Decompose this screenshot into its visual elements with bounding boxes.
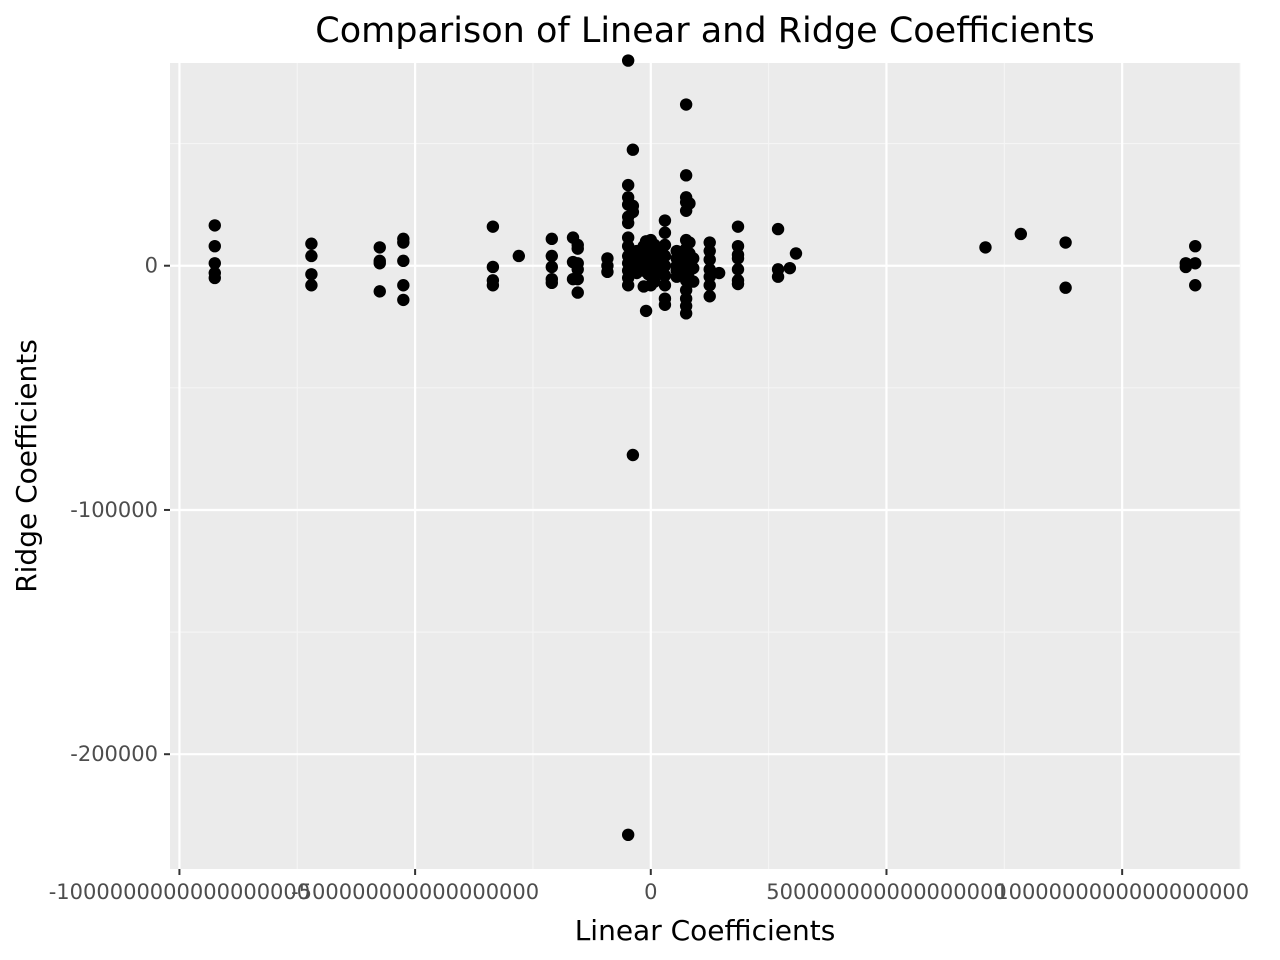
data-point [771, 270, 785, 283]
data-point [373, 257, 386, 270]
data-point [397, 279, 410, 292]
major-gridlines [170, 63, 1240, 869]
data-point [397, 254, 410, 268]
x-tick-label: 500000000000000000 [766, 880, 1007, 904]
data-point [679, 307, 693, 320]
data-point [979, 241, 992, 254]
data-point [679, 169, 693, 182]
data-point [486, 260, 500, 274]
data-point [658, 269, 672, 282]
data-point [621, 178, 635, 192]
data-point [683, 236, 696, 249]
data-point [703, 244, 716, 258]
data-point [1014, 227, 1028, 241]
data-point [679, 98, 693, 111]
x-tick-label: 0 [644, 880, 657, 904]
data-point [621, 231, 635, 244]
data-point [1059, 281, 1072, 294]
data-point [687, 275, 700, 288]
data-point [731, 252, 745, 265]
data-point [658, 249, 672, 263]
data-point [486, 220, 500, 233]
data-point [601, 265, 614, 279]
data-point [703, 236, 716, 249]
y-axis-ticks: -200000 -100000 0 [70, 254, 170, 766]
data-point [658, 226, 672, 239]
data-point [571, 272, 584, 286]
data-point [305, 249, 318, 263]
data-point [208, 271, 221, 285]
data-point [731, 239, 745, 253]
data-point [545, 249, 559, 263]
data-point [621, 216, 635, 230]
data-point [731, 220, 745, 233]
data-point [305, 279, 318, 292]
data-point [1059, 236, 1072, 249]
data-point [512, 249, 526, 263]
data-point [571, 263, 584, 276]
y-tick-label: -200000 [70, 742, 158, 766]
data-point [670, 270, 683, 283]
data-point [621, 54, 635, 67]
chart-title: Comparison of Linear and Ridge Coefficie… [315, 11, 1094, 51]
data-point [373, 241, 386, 254]
data-point [687, 252, 700, 265]
data-point [571, 242, 584, 255]
data-point [679, 283, 693, 297]
data-point [571, 286, 584, 299]
data-points [208, 54, 1202, 842]
data-point [621, 828, 635, 842]
data-point [712, 266, 726, 280]
plot-panel [170, 63, 1240, 869]
data-point [545, 260, 559, 274]
x-tick-label: 1000000000000000000 [995, 880, 1249, 904]
data-point [658, 279, 672, 292]
y-axis-label: Ridge Coefficients [10, 339, 43, 593]
data-point [771, 222, 785, 236]
data-point [683, 197, 696, 210]
data-point [545, 232, 559, 246]
data-point [1189, 239, 1202, 253]
data-point [545, 276, 559, 290]
data-point [658, 214, 672, 227]
data-point [703, 253, 716, 266]
minor-gridlines [170, 63, 1241, 869]
y-tick-label: 0 [145, 254, 158, 278]
x-axis-label: Linear Coefficients [575, 914, 836, 947]
x-axis-ticks: -1000000000000000000-500000000000000000 0… [49, 869, 1249, 904]
data-point [703, 279, 716, 292]
data-point [658, 298, 672, 311]
data-point [305, 237, 318, 250]
data-point [208, 257, 221, 270]
y-tick-label: -100000 [70, 498, 158, 522]
data-point [703, 290, 716, 303]
data-point [1189, 279, 1202, 292]
x-tick-label: -1000000000000000000 [49, 880, 310, 904]
data-point [208, 239, 221, 253]
data-point [1189, 257, 1202, 270]
x-tick-label: -500000000000000000 [291, 880, 539, 904]
data-point [648, 275, 661, 288]
data-point [783, 261, 797, 275]
data-point [658, 238, 672, 252]
data-point [731, 263, 745, 276]
data-point [731, 277, 745, 291]
data-point [486, 279, 500, 292]
data-point [373, 285, 386, 298]
data-point [626, 143, 640, 156]
data-point [305, 268, 318, 281]
data-point [789, 247, 803, 260]
data-point [703, 270, 716, 283]
data-point [626, 205, 640, 219]
data-point [687, 261, 700, 275]
data-point [639, 304, 653, 318]
data-point [621, 279, 635, 292]
data-point [397, 293, 410, 307]
data-point [397, 236, 410, 249]
data-point [658, 259, 672, 272]
data-point [626, 448, 640, 462]
data-point [208, 219, 221, 232]
data-point [1179, 260, 1192, 274]
